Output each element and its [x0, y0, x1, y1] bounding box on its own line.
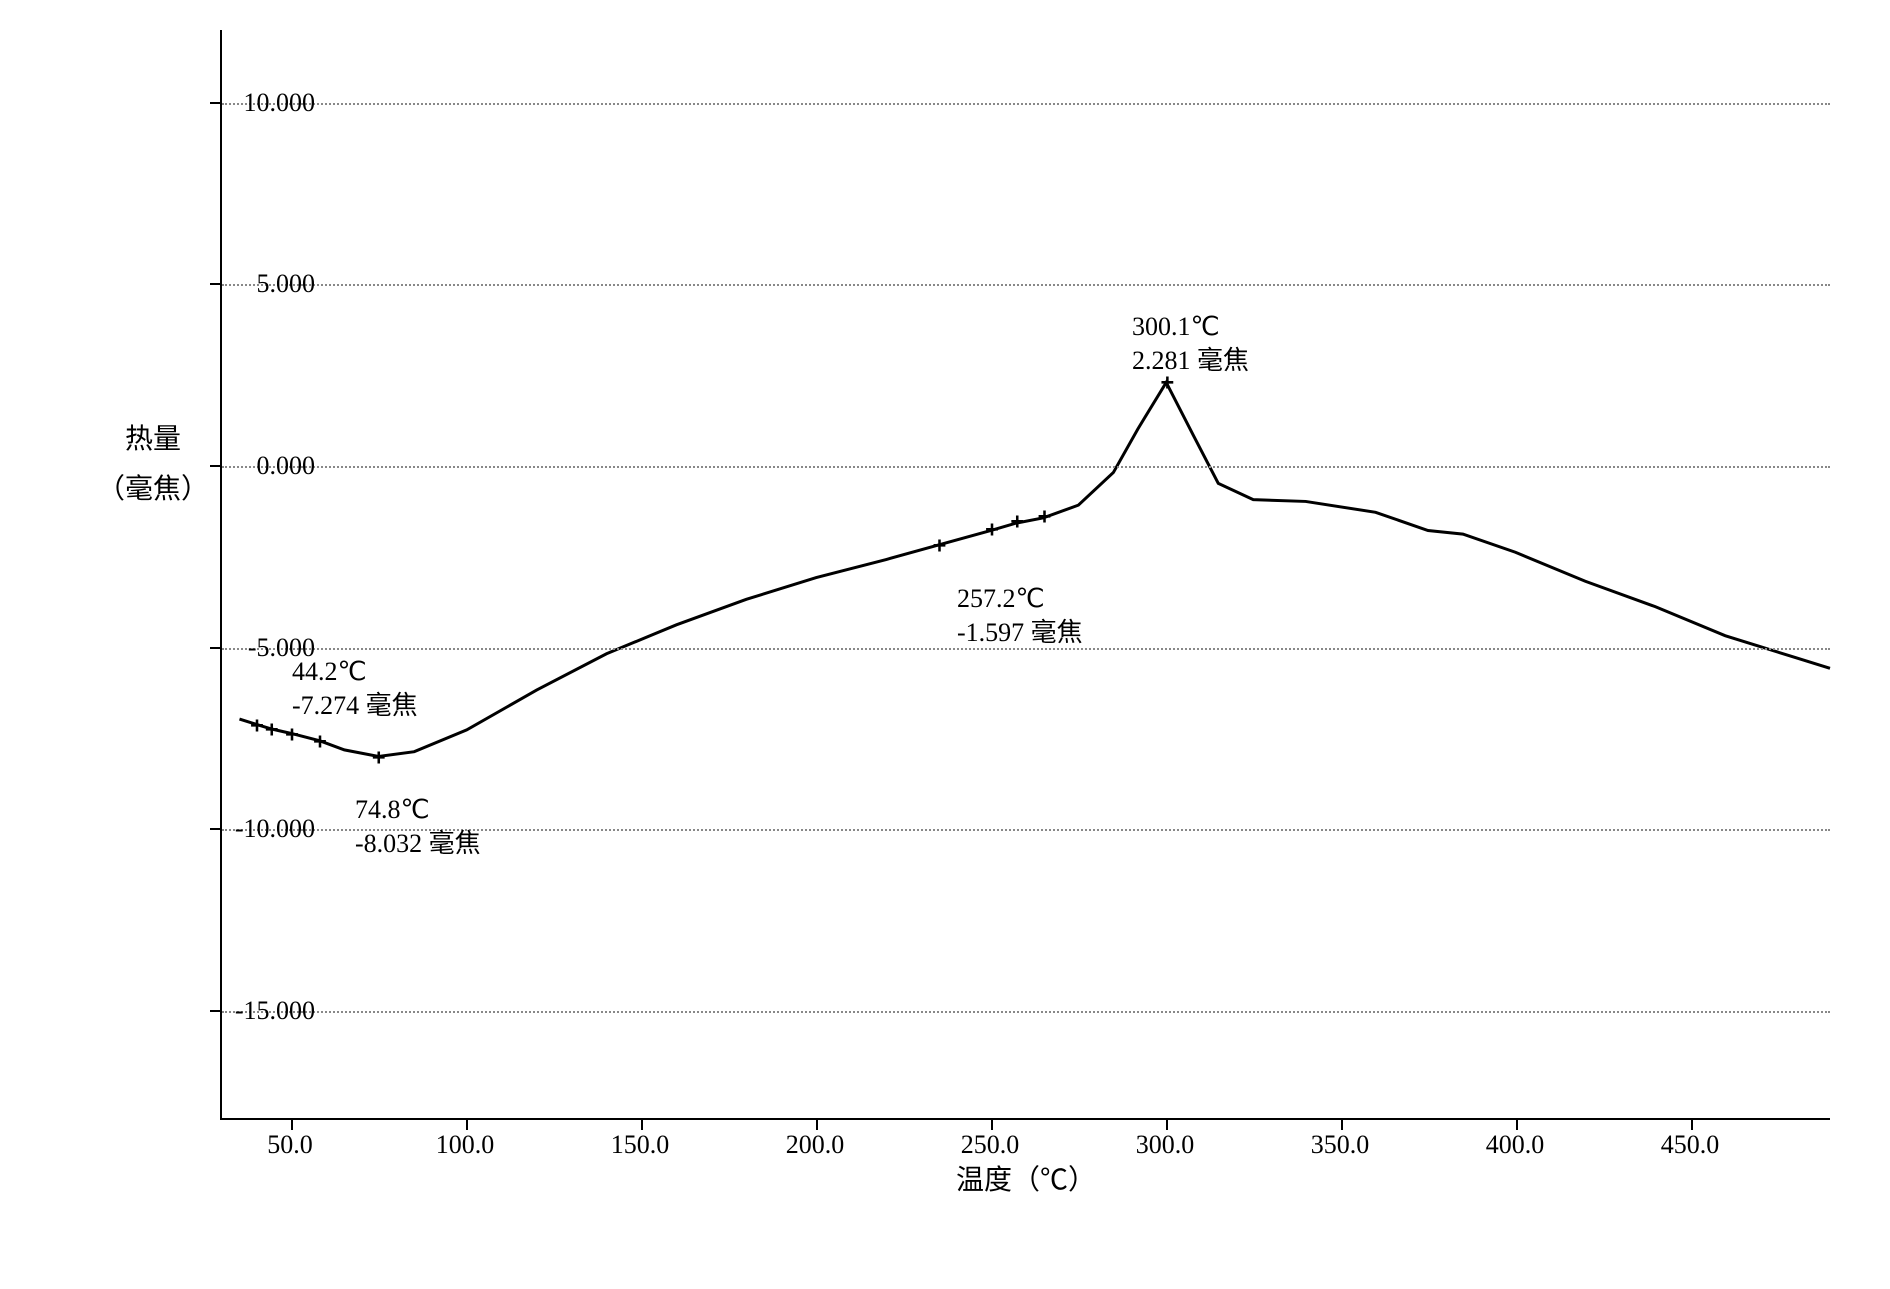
annotation: 300.1℃2.281 毫焦 — [1132, 310, 1249, 378]
gridline — [222, 466, 1830, 468]
annotation-line: -8.032 毫焦 — [355, 827, 481, 861]
data-marker: + — [933, 533, 946, 558]
y-tick — [210, 283, 222, 285]
y-tick — [210, 828, 222, 830]
y-axis-label: 热量 （毫焦） — [97, 415, 209, 516]
y-tick-label: 0.000 — [257, 451, 316, 481]
x-tick-label: 200.0 — [786, 1130, 845, 1160]
annotation-line: 74.8℃ — [355, 793, 481, 827]
x-tick-label: 150.0 — [611, 1130, 670, 1160]
x-tick — [991, 1118, 993, 1130]
x-tick-label: 50.0 — [267, 1130, 313, 1160]
data-marker: + — [985, 517, 998, 542]
x-tick — [1166, 1118, 1168, 1130]
annotation-line: 257.2℃ — [957, 582, 1083, 616]
x-tick — [291, 1118, 293, 1130]
annotation: 257.2℃-1.597 毫焦 — [957, 582, 1083, 650]
x-tick — [1516, 1118, 1518, 1130]
data-marker: + — [372, 745, 385, 770]
y-axis-label-line2: （毫焦） — [97, 465, 209, 515]
x-tick — [1691, 1118, 1693, 1130]
y-tick-label: 10.000 — [244, 88, 316, 118]
annotation: 74.8℃-8.032 毫焦 — [355, 793, 481, 861]
plot-area: 热量 （毫焦） 温度（℃） ++++++++++ 44.2℃-7.274 毫焦7… — [220, 30, 1830, 1120]
heat-flow-curve — [239, 382, 1830, 756]
y-tick-label: 5.000 — [257, 269, 316, 299]
gridline — [222, 1011, 1830, 1013]
annotation-line: 2.281 毫焦 — [1132, 344, 1249, 378]
y-tick-label: -5.000 — [248, 633, 315, 663]
annotation-line: 300.1℃ — [1132, 310, 1249, 344]
dsc-chart: 热量 （毫焦） 温度（℃） ++++++++++ 44.2℃-7.274 毫焦7… — [130, 20, 1850, 1200]
x-tick-label: 350.0 — [1311, 1130, 1370, 1160]
x-tick-label: 300.0 — [1136, 1130, 1195, 1160]
y-tick-label: -15.000 — [235, 996, 315, 1026]
x-tick — [1341, 1118, 1343, 1130]
gridline — [222, 284, 1830, 286]
x-tick — [466, 1118, 468, 1130]
y-tick — [210, 647, 222, 649]
data-marker: + — [313, 730, 326, 755]
x-tick-label: 450.0 — [1661, 1130, 1720, 1160]
x-tick-label: 100.0 — [436, 1130, 495, 1160]
data-marker: + — [265, 718, 278, 743]
y-axis-label-line1: 热量 — [97, 415, 209, 465]
data-marker: + — [285, 722, 298, 747]
data-marker: + — [250, 713, 263, 738]
x-tick — [816, 1118, 818, 1130]
y-tick — [210, 102, 222, 104]
x-tick — [641, 1118, 643, 1130]
y-tick-label: -10.000 — [235, 814, 315, 844]
x-tick-label: 250.0 — [961, 1130, 1020, 1160]
gridline — [222, 103, 1830, 105]
y-tick — [210, 465, 222, 467]
data-marker: + — [1011, 510, 1024, 535]
x-tick-label: 400.0 — [1486, 1130, 1545, 1160]
curve-svg — [222, 30, 1830, 1118]
x-axis-label: 温度（℃） — [956, 1158, 1096, 1198]
y-tick — [210, 1010, 222, 1012]
annotation: 44.2℃-7.274 毫焦 — [292, 655, 418, 723]
data-marker: + — [1038, 504, 1051, 529]
annotation-line: -1.597 毫焦 — [957, 616, 1083, 650]
annotation-line: -7.274 毫焦 — [292, 689, 418, 723]
